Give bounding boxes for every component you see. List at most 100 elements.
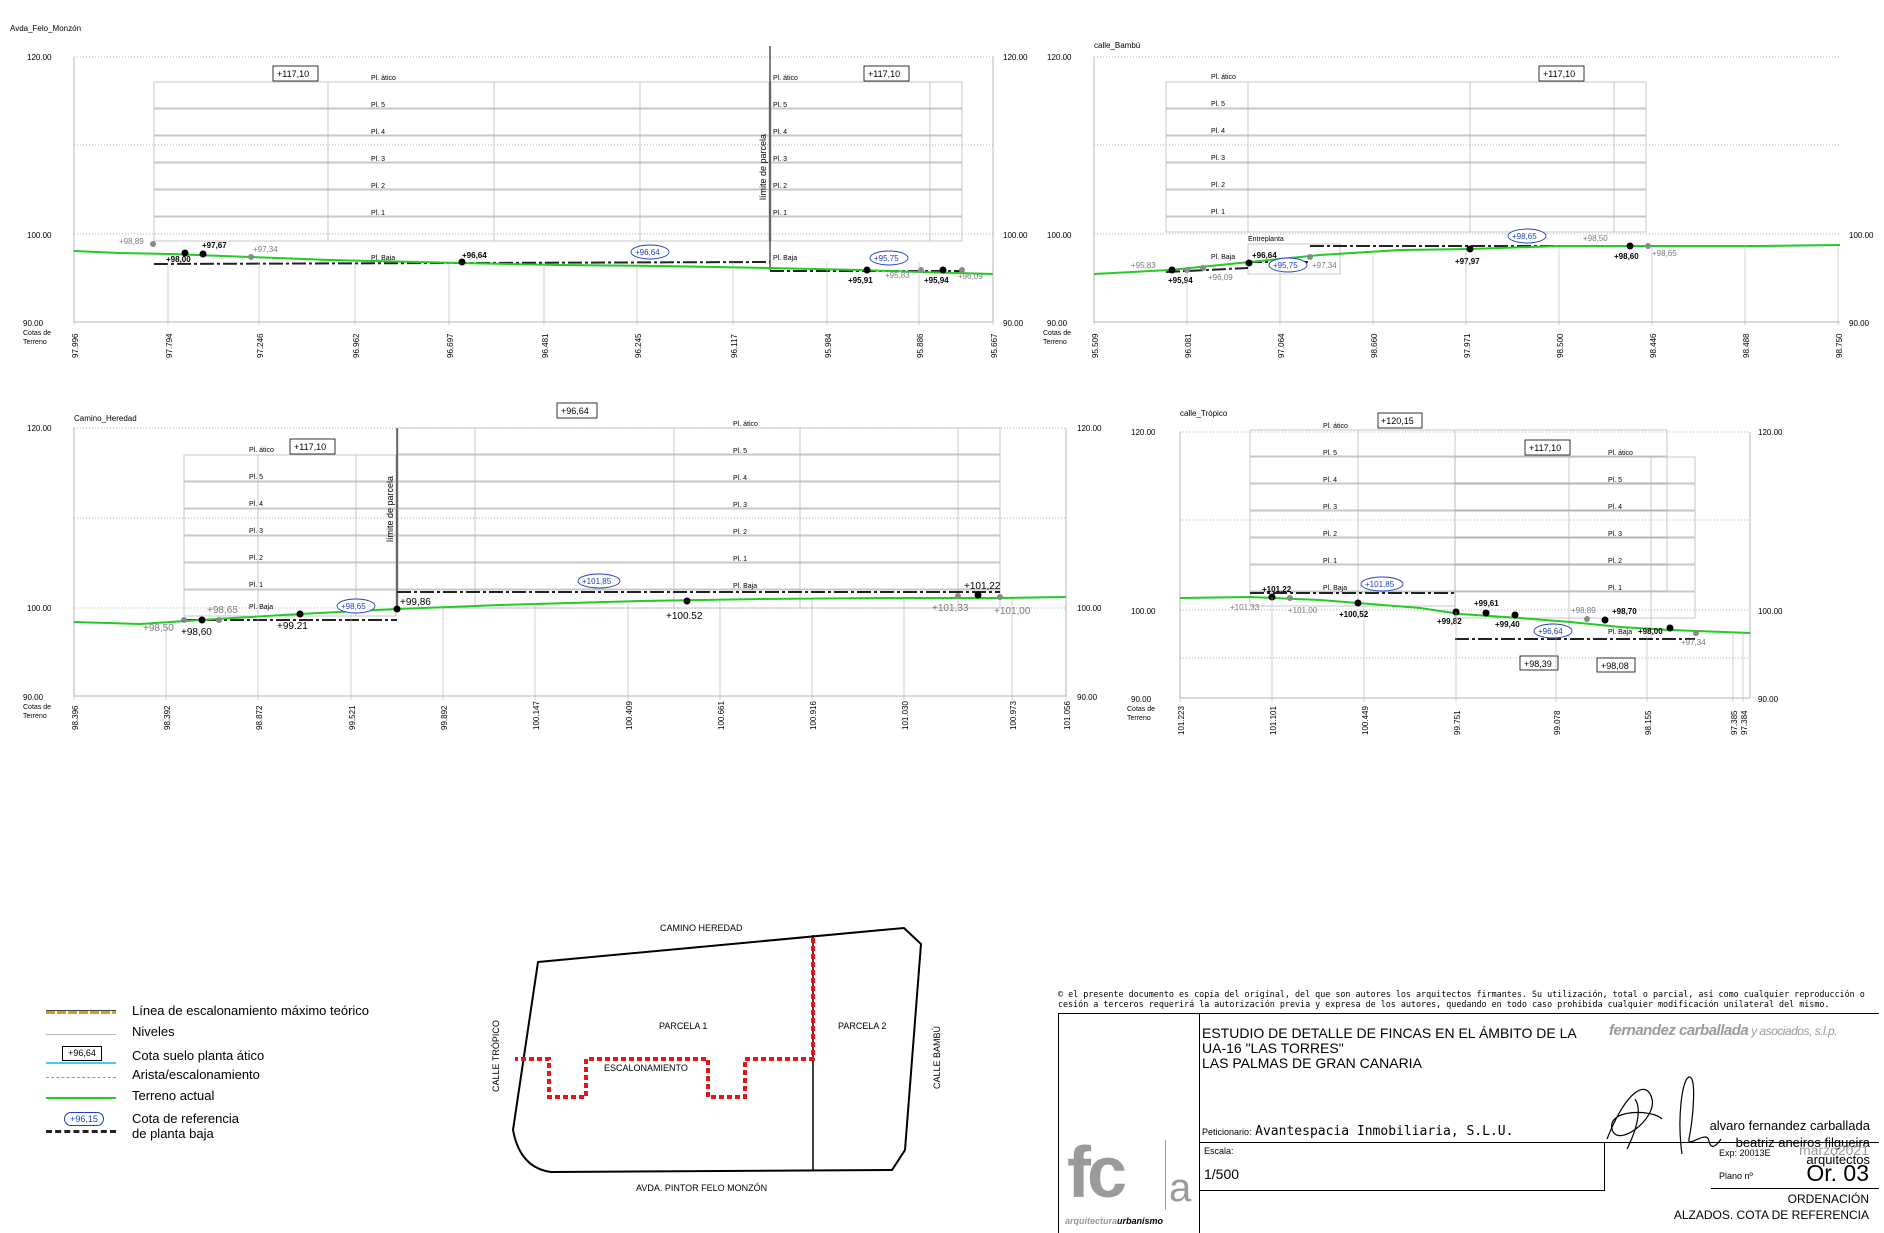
legend-swatch-terrain xyxy=(46,1097,116,1099)
scale-value: 1/500 xyxy=(1204,1166,1240,1182)
axis-label-terreno: Terreno xyxy=(23,713,47,720)
terrain-tick-label: 97.794 xyxy=(165,333,174,358)
boxed-level xyxy=(1596,657,1636,673)
stepping-label: ESCALONAMIENTO xyxy=(604,1063,688,1073)
terrain-tick-label: 96.697 xyxy=(446,333,455,358)
terrain-tick-label: 101.030 xyxy=(901,701,910,730)
axis-label-top-right: 120.00 xyxy=(1003,53,1028,62)
reference-level-ellipse xyxy=(1360,576,1404,592)
reference-level-value: +95,75 xyxy=(874,254,899,263)
level-value-existing: +98,89 xyxy=(119,237,144,246)
axis-label-mid-right: 100.00 xyxy=(1849,231,1874,240)
floor-label: Pl. 3 xyxy=(773,156,787,163)
level-value: +95,94 xyxy=(1168,276,1193,285)
legend-swatch-reference-line xyxy=(46,1130,116,1133)
elevation-avda-felo-monzon: Avda_Felo_Monzón 120.00 100.00 90.00 Cot… xyxy=(10,24,1028,358)
level-value: +97,97 xyxy=(1455,257,1480,266)
legend-label: Terreno actual xyxy=(132,1088,215,1103)
stepping-line xyxy=(515,938,815,1099)
project-title-line: ESTUDIO DE DETALLE DE FINCAS EN EL ÁMBIT… xyxy=(1202,1025,1577,1041)
logo-column-divider xyxy=(1199,1014,1200,1233)
reference-level-value: +101,85 xyxy=(582,577,612,586)
floor-label: Pl. 3 xyxy=(1608,531,1622,538)
floor-label: Pl. 2 xyxy=(371,183,385,190)
floor-bands-left xyxy=(183,454,397,617)
axis-label-mid-right: 100.00 xyxy=(1758,607,1783,616)
level-value-existing: +96,09 xyxy=(1208,273,1233,282)
attic-level-box xyxy=(1524,439,1571,456)
terrain-line xyxy=(1179,595,1751,634)
firm-name-a: fernandez carballada xyxy=(1609,1022,1749,1039)
level-value-existing: +95,83 xyxy=(885,271,910,280)
terrain-tick-lines xyxy=(1179,597,1744,702)
reference-level-ellipse xyxy=(869,250,909,266)
level-value-existing: +98,89 xyxy=(1571,606,1596,615)
petitioner: Peticionario: Avantespacia Inmobiliaria,… xyxy=(1202,1123,1513,1139)
street-label-west: CALLE TRÓPICO xyxy=(491,1020,501,1092)
level-value: +99,82 xyxy=(1437,617,1462,626)
level-value-existing: +95,83 xyxy=(1131,261,1156,270)
level-value: +99,86 xyxy=(400,597,431,608)
logo-caption: arquitecturaurbanismo xyxy=(1065,1216,1163,1226)
terrain-tick-label: 97.064 xyxy=(1277,333,1286,358)
level-markers xyxy=(181,591,1003,624)
exp-number: Exp: 20013E xyxy=(1719,1148,1771,1158)
floor-label: Pl. 1 xyxy=(371,210,385,217)
logo-letters: fc xyxy=(1067,1133,1127,1213)
floor-label: Pl. 5 xyxy=(773,102,787,109)
floor-label: Pl. 4 xyxy=(249,501,263,508)
floor-label: Pl. 1 xyxy=(1608,585,1622,592)
title-block-divider xyxy=(1711,1188,1879,1189)
elevation-camino-heredad: Camino_Heredad 120.00 100.00 90.00 Cotas… xyxy=(23,402,1102,730)
axis-label-cotas: Cotas de xyxy=(23,330,51,337)
terrain-tick-lines xyxy=(1093,245,1839,325)
legend-label: Cota de referencia xyxy=(132,1111,239,1126)
level-value: +96,64 xyxy=(1252,251,1277,260)
floor-label: Pl. 5 xyxy=(249,474,263,481)
logo-divider xyxy=(1165,1140,1166,1210)
legend-label: Arista/escalonamiento xyxy=(132,1067,260,1082)
level-value: +98,00 xyxy=(1638,627,1663,636)
floor-label: Pl. 1 xyxy=(1211,209,1225,216)
floor-label: Pl. 2 xyxy=(733,529,747,536)
floor-label: Pl. 4 xyxy=(733,475,747,482)
reference-level-ellipse xyxy=(1507,228,1547,244)
attic-level-box xyxy=(289,438,336,455)
drawing-title-line: ORDENACIÓN xyxy=(1787,1192,1869,1206)
attic-level-text: +120,15 xyxy=(1381,416,1414,426)
reference-level-value: +95,75 xyxy=(1273,261,1298,270)
terrain-line xyxy=(73,596,1067,626)
floor-label: Pl. 3 xyxy=(371,156,385,163)
legend-label: Cota suelo planta ático xyxy=(132,1048,265,1063)
axis-label-bottom: 90.00 xyxy=(23,319,44,328)
date: marzo2021 xyxy=(1798,1142,1869,1158)
level-value-existing: +98,65 xyxy=(1652,249,1677,258)
axis-label-top-right: 120.00 xyxy=(1077,424,1102,433)
axis-label-bottom: 90.00 xyxy=(23,693,44,702)
level-value: +99.21 xyxy=(277,621,308,632)
floor-label: Pl. ático xyxy=(1211,74,1236,81)
legend-label: Niveles xyxy=(132,1024,175,1039)
level-value-existing: +101,00 xyxy=(994,606,1031,617)
terrain-tick-label: 97.996 xyxy=(71,333,80,358)
legend-label: Línea de escalonamiento máximo teórico xyxy=(132,1003,370,1018)
legend: Línea de escalonamiento máximo teórico N… xyxy=(40,1003,400,1143)
level-value: +96,64 xyxy=(462,251,487,260)
reference-level-value: +98,65 xyxy=(1512,232,1537,241)
floor-label: Pl. 1 xyxy=(1323,558,1337,565)
floor-label: Pl. Baja xyxy=(1323,585,1347,592)
terrain-tick-label: 95.509 xyxy=(1091,333,1100,358)
axis-label-mid: 100.00 xyxy=(1047,231,1072,240)
level-value: +100,52 xyxy=(1339,610,1369,619)
terrain-tick-label: 98.872 xyxy=(255,705,264,730)
terrain-tick-label: 96.962 xyxy=(352,333,361,358)
floor-bands-left xyxy=(1249,429,1696,640)
firm-logo: fc a arquitecturaurbanismo xyxy=(1065,1136,1193,1232)
axis-label-terreno: Terreno xyxy=(1127,715,1151,722)
parcel-2-label: PARCELA 2 xyxy=(838,1021,886,1031)
floor-label: Pl. 2 xyxy=(1211,182,1225,189)
attic-level-box xyxy=(556,402,598,419)
axis-label-bottom-right: 90.00 xyxy=(1003,319,1024,328)
floor-bands-left xyxy=(153,81,770,242)
